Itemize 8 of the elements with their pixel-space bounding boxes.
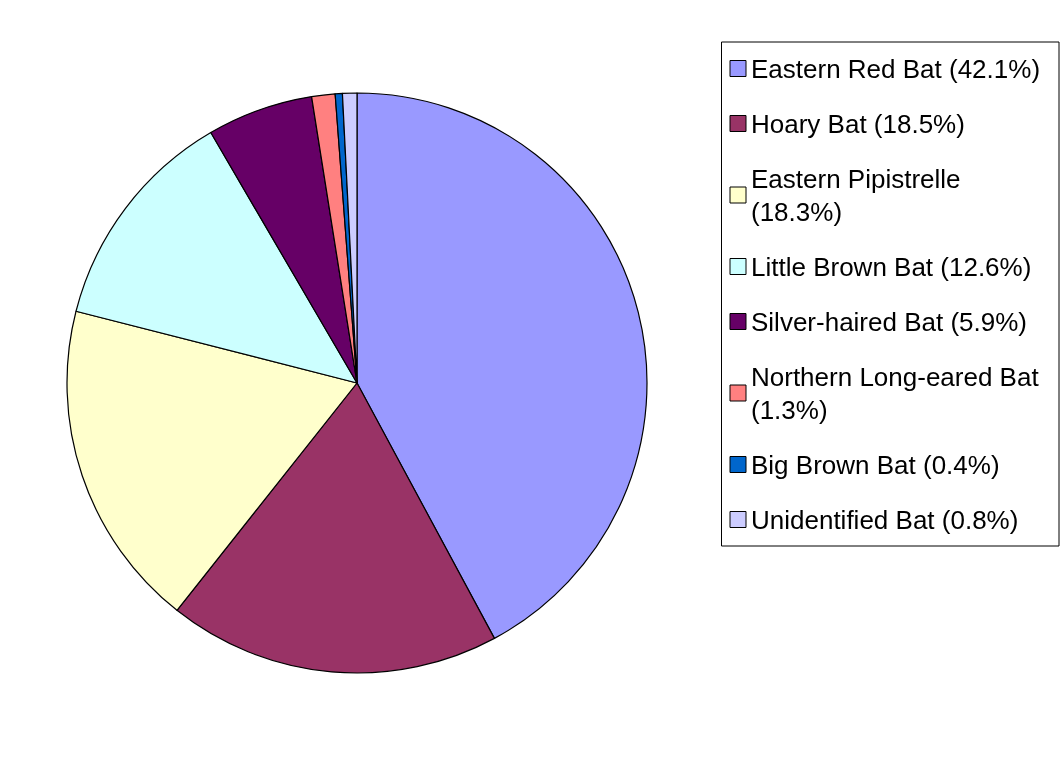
legend-label: Silver-haired Bat (5.9%) (751, 306, 1027, 337)
legend-label: Unidentified Bat (0.8%) (751, 504, 1019, 535)
legend-label: Eastern Red Bat (42.1%) (751, 53, 1041, 84)
legend-label: Hoary Bat (18.5%) (751, 108, 965, 139)
legend-label: Northern Long-eared Bat (1.3%) (751, 361, 1046, 425)
legend-label: Big Brown Bat (0.4%) (751, 449, 1000, 480)
legend-label: Eastern Pipistrelle (18.3%) (751, 163, 968, 227)
legend-label: Little Brown Bat (12.6%) (751, 251, 1032, 282)
